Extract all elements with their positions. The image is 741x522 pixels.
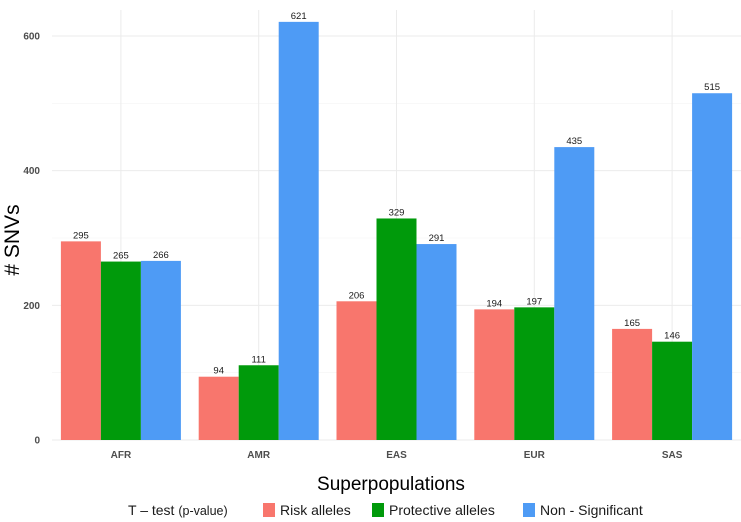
y-tick-label: 400 <box>23 166 40 177</box>
bar-amr-risk <box>198 376 239 440</box>
bar-value-label: 265 <box>113 251 129 262</box>
legend-item-nonsig: Non - Significant <box>523 502 643 518</box>
x-tick-label: EAS <box>386 450 407 461</box>
bar-eas-risk <box>336 301 377 440</box>
bar-eur-protective <box>514 307 555 440</box>
bar-eur-nonsig <box>554 147 595 440</box>
bar-value-label: 194 <box>486 298 502 309</box>
x-tick-label: SAS <box>662 450 683 461</box>
x-axis-label: Superpopulations <box>317 474 465 495</box>
legend-title-sub: (p-value) <box>178 504 228 518</box>
y-axis-ticks: 0 200 400 600 <box>23 32 40 447</box>
bar-value-label: 197 <box>526 296 542 307</box>
x-tick-label: AFR <box>111 450 132 461</box>
x-tick-label: EUR <box>524 450 546 461</box>
legend-label-nonsig: Non - Significant <box>540 502 643 518</box>
bar-eas-nonsig <box>416 244 457 440</box>
legend-title-main: T – test <box>128 502 175 518</box>
legend: T – test (p-value) Risk alleles Protecti… <box>0 502 741 522</box>
legend-item-risk: Risk alleles <box>263 502 351 518</box>
value-labels: 295 265 266 94 111 621 206 329 291 194 197 435 165 14… <box>73 11 720 377</box>
y-tick-label: 0 <box>34 436 40 447</box>
legend-title: T – test (p-value) <box>128 502 228 518</box>
bar-amr-nonsig <box>278 21 319 441</box>
legend-item-protective: Protective alleles <box>372 502 495 518</box>
legend-swatch-risk <box>263 503 275 517</box>
bar-value-label: 206 <box>349 290 365 301</box>
bar-afr-risk <box>60 241 101 440</box>
y-axis-label: # SNVs <box>1 204 24 275</box>
bar-afr-protective <box>100 261 141 440</box>
bar-value-label: 111 <box>251 354 265 365</box>
legend-label-protective: Protective alleles <box>389 502 495 518</box>
bar-sas-nonsig <box>692 93 733 440</box>
bar-value-label: 146 <box>664 331 680 342</box>
bar-value-label: 165 <box>624 318 640 329</box>
bars <box>60 21 733 441</box>
legend-swatch-protective <box>372 503 384 517</box>
bar-eas-protective <box>376 218 417 440</box>
bar-afr-nonsig <box>140 260 181 440</box>
x-axis-ticks: AFR AMR EAS EUR SAS <box>111 450 683 461</box>
bar-value-label: 94 <box>213 366 224 377</box>
legend-label-risk: Risk alleles <box>280 502 351 518</box>
bar-sas-protective <box>652 341 693 440</box>
bar-value-label: 295 <box>73 230 89 241</box>
bar-eur-risk <box>474 309 515 440</box>
bar-chart: 295 265 266 94 111 621 206 329 291 194 197 435 165 14… <box>1 10 741 495</box>
bar-sas-risk <box>612 328 653 440</box>
bar-value-label: 266 <box>153 250 169 261</box>
bar-value-label: 329 <box>389 207 405 218</box>
y-tick-label: 200 <box>23 301 40 312</box>
bar-value-label: 291 <box>429 233 445 244</box>
x-tick-label: AMR <box>247 450 271 461</box>
bar-value-label: 515 <box>704 82 720 93</box>
y-tick-label: 600 <box>23 32 40 43</box>
bar-value-label: 621 <box>291 11 307 22</box>
bar-amr-protective <box>238 365 279 440</box>
bar-value-label: 435 <box>566 136 582 147</box>
legend-swatch-nonsig <box>523 503 535 517</box>
